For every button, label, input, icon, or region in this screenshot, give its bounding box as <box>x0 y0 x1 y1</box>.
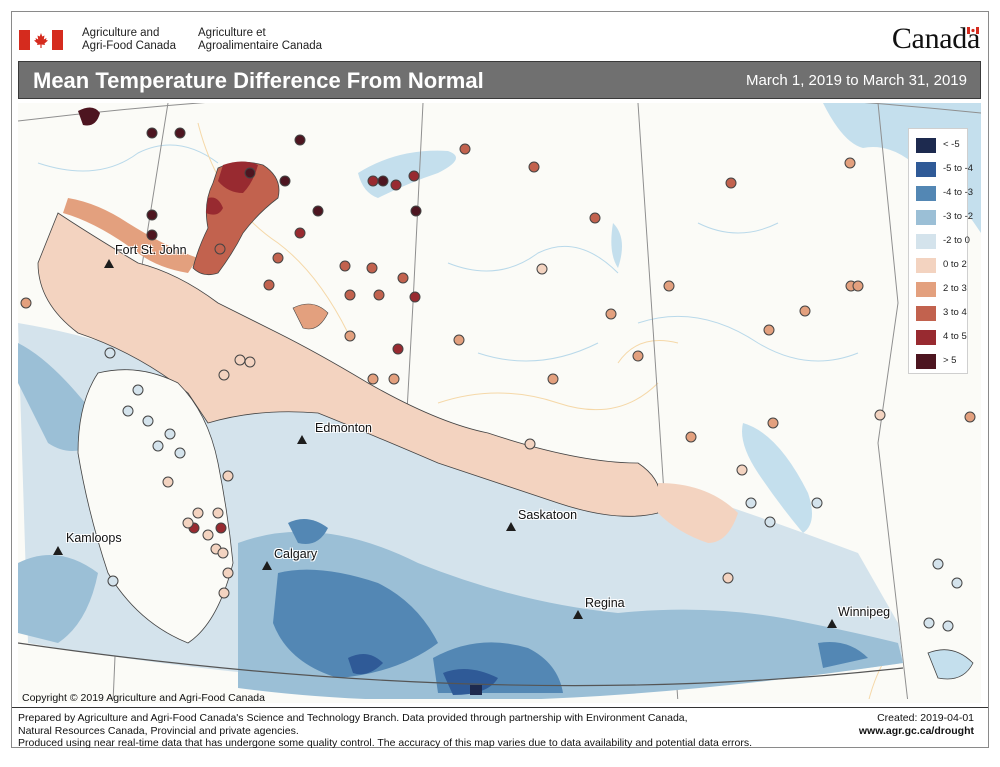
legend-item: 0 to 2 <box>916 258 968 275</box>
date-range: March 1, 2019 to March 31, 2019 <box>746 72 967 89</box>
city-label-saskatoon: Saskatoon <box>518 508 578 522</box>
legend-label: 3 to 4 <box>943 307 967 318</box>
city-marker-icon <box>573 610 583 619</box>
legend-item: 3 to 4 <box>916 306 968 323</box>
legend-swatch <box>916 354 936 369</box>
legend-item: 4 to 5 <box>916 330 968 347</box>
legend-item: -3 to -2 <box>916 210 973 227</box>
copyright-notice: Copyright © 2019 Agriculture and Agri-Fo… <box>22 692 265 703</box>
city-marker-icon <box>104 259 114 268</box>
footer-notes: Prepared by Agriculture and Agri-Food Ca… <box>18 712 973 750</box>
footer-line-1: Prepared by Agriculture and Agri-Food Ca… <box>18 712 688 724</box>
map-frame: Agriculture and Agri-Food Canada Agricul… <box>11 11 989 750</box>
legend-item: < -5 <box>916 138 968 155</box>
map-canvas: < -5 -5 to -4 -4 to -3 -3 to -2 -2 to 0 … <box>18 103 981 703</box>
legend-swatch <box>916 306 936 321</box>
legend-item: > 5 <box>916 354 968 371</box>
canada-wordmark: Canada <box>892 22 980 56</box>
created-date: Created: 2019-04-01 <box>877 712 974 724</box>
legend-label: 4 to 5 <box>943 331 967 342</box>
legend-swatch <box>916 210 936 225</box>
footer-line-3: Produced using near real-time data that … <box>18 737 753 749</box>
city-marker-icon <box>262 561 272 570</box>
footer-line-2: Natural Resources Canada, Provincial and… <box>18 724 299 737</box>
city-label-edmonton: Edmonton <box>315 421 372 435</box>
city-marker-icon <box>297 435 307 444</box>
legend-item: -2 to 0 <box>916 234 970 251</box>
legend-label: 2 to 3 <box>943 283 967 294</box>
legend-label: -4 to -3 <box>943 187 974 198</box>
legend-item: 2 to 3 <box>916 282 968 299</box>
header: Agriculture and Agri-Food Canada Agricul… <box>12 12 988 60</box>
department-fr-line-2: Agroalimentaire Canada <box>198 40 323 52</box>
legend-swatch <box>916 330 936 345</box>
legend: < -5 -5 to -4 -4 to -3 -3 to -2 -2 to 0 … <box>908 128 973 374</box>
canada-flag-icon <box>19 30 63 50</box>
wordmark-text: Canada <box>891 22 980 55</box>
legend-swatch <box>916 258 936 273</box>
city-label-calgary: Calgary <box>274 547 318 561</box>
city-marker-icon <box>827 619 837 628</box>
drought-url-link[interactable]: www.agr.gc.ca/drought <box>858 724 974 737</box>
legend-item: -5 to -4 <box>916 162 973 179</box>
legend-swatch <box>916 234 936 249</box>
legend-label: < -5 <box>943 139 960 150</box>
department-name-fr: Agriculture et Agroalimentaire Canada <box>198 27 322 53</box>
city-label-fort-st-john: Fort St. John <box>115 243 187 257</box>
department-fr-line-1: Agriculture et <box>198 27 266 39</box>
city-label-winnipeg: Winnipeg <box>838 605 891 619</box>
legend-label: 0 to 2 <box>943 259 967 270</box>
legend-swatch <box>916 162 936 177</box>
footer-divider <box>12 707 988 708</box>
department-en-line-2: Agri-Food Canada <box>82 40 176 52</box>
legend-swatch <box>916 282 936 297</box>
city-marker-icon <box>53 546 63 555</box>
department-name-en: Agriculture and Agri-Food Canada <box>82 27 176 53</box>
footer-meta: Created: 2019-04-01 www.agr.gc.ca/drough… <box>859 712 974 737</box>
legend-swatch <box>916 186 936 201</box>
legend-item: -4 to -3 <box>916 186 973 203</box>
title-bar: Mean Temperature Difference From Normal … <box>18 61 981 99</box>
legend-label: -5 to -4 <box>943 163 974 174</box>
legend-label: -2 to 0 <box>943 235 970 246</box>
city-marker-icon <box>506 522 516 531</box>
city-label-regina: Regina <box>585 596 625 610</box>
city-label-kamloops: Kamloops <box>66 531 122 545</box>
temperature-anomaly-map <box>18 103 981 703</box>
wordmark-flag-icon <box>967 27 979 34</box>
legend-label: > 5 <box>943 355 957 366</box>
department-en-line-1: Agriculture and <box>82 27 160 39</box>
legend-label: -3 to -2 <box>943 211 974 222</box>
map-title: Mean Temperature Difference From Normal <box>33 68 484 93</box>
legend-swatch <box>916 138 936 153</box>
